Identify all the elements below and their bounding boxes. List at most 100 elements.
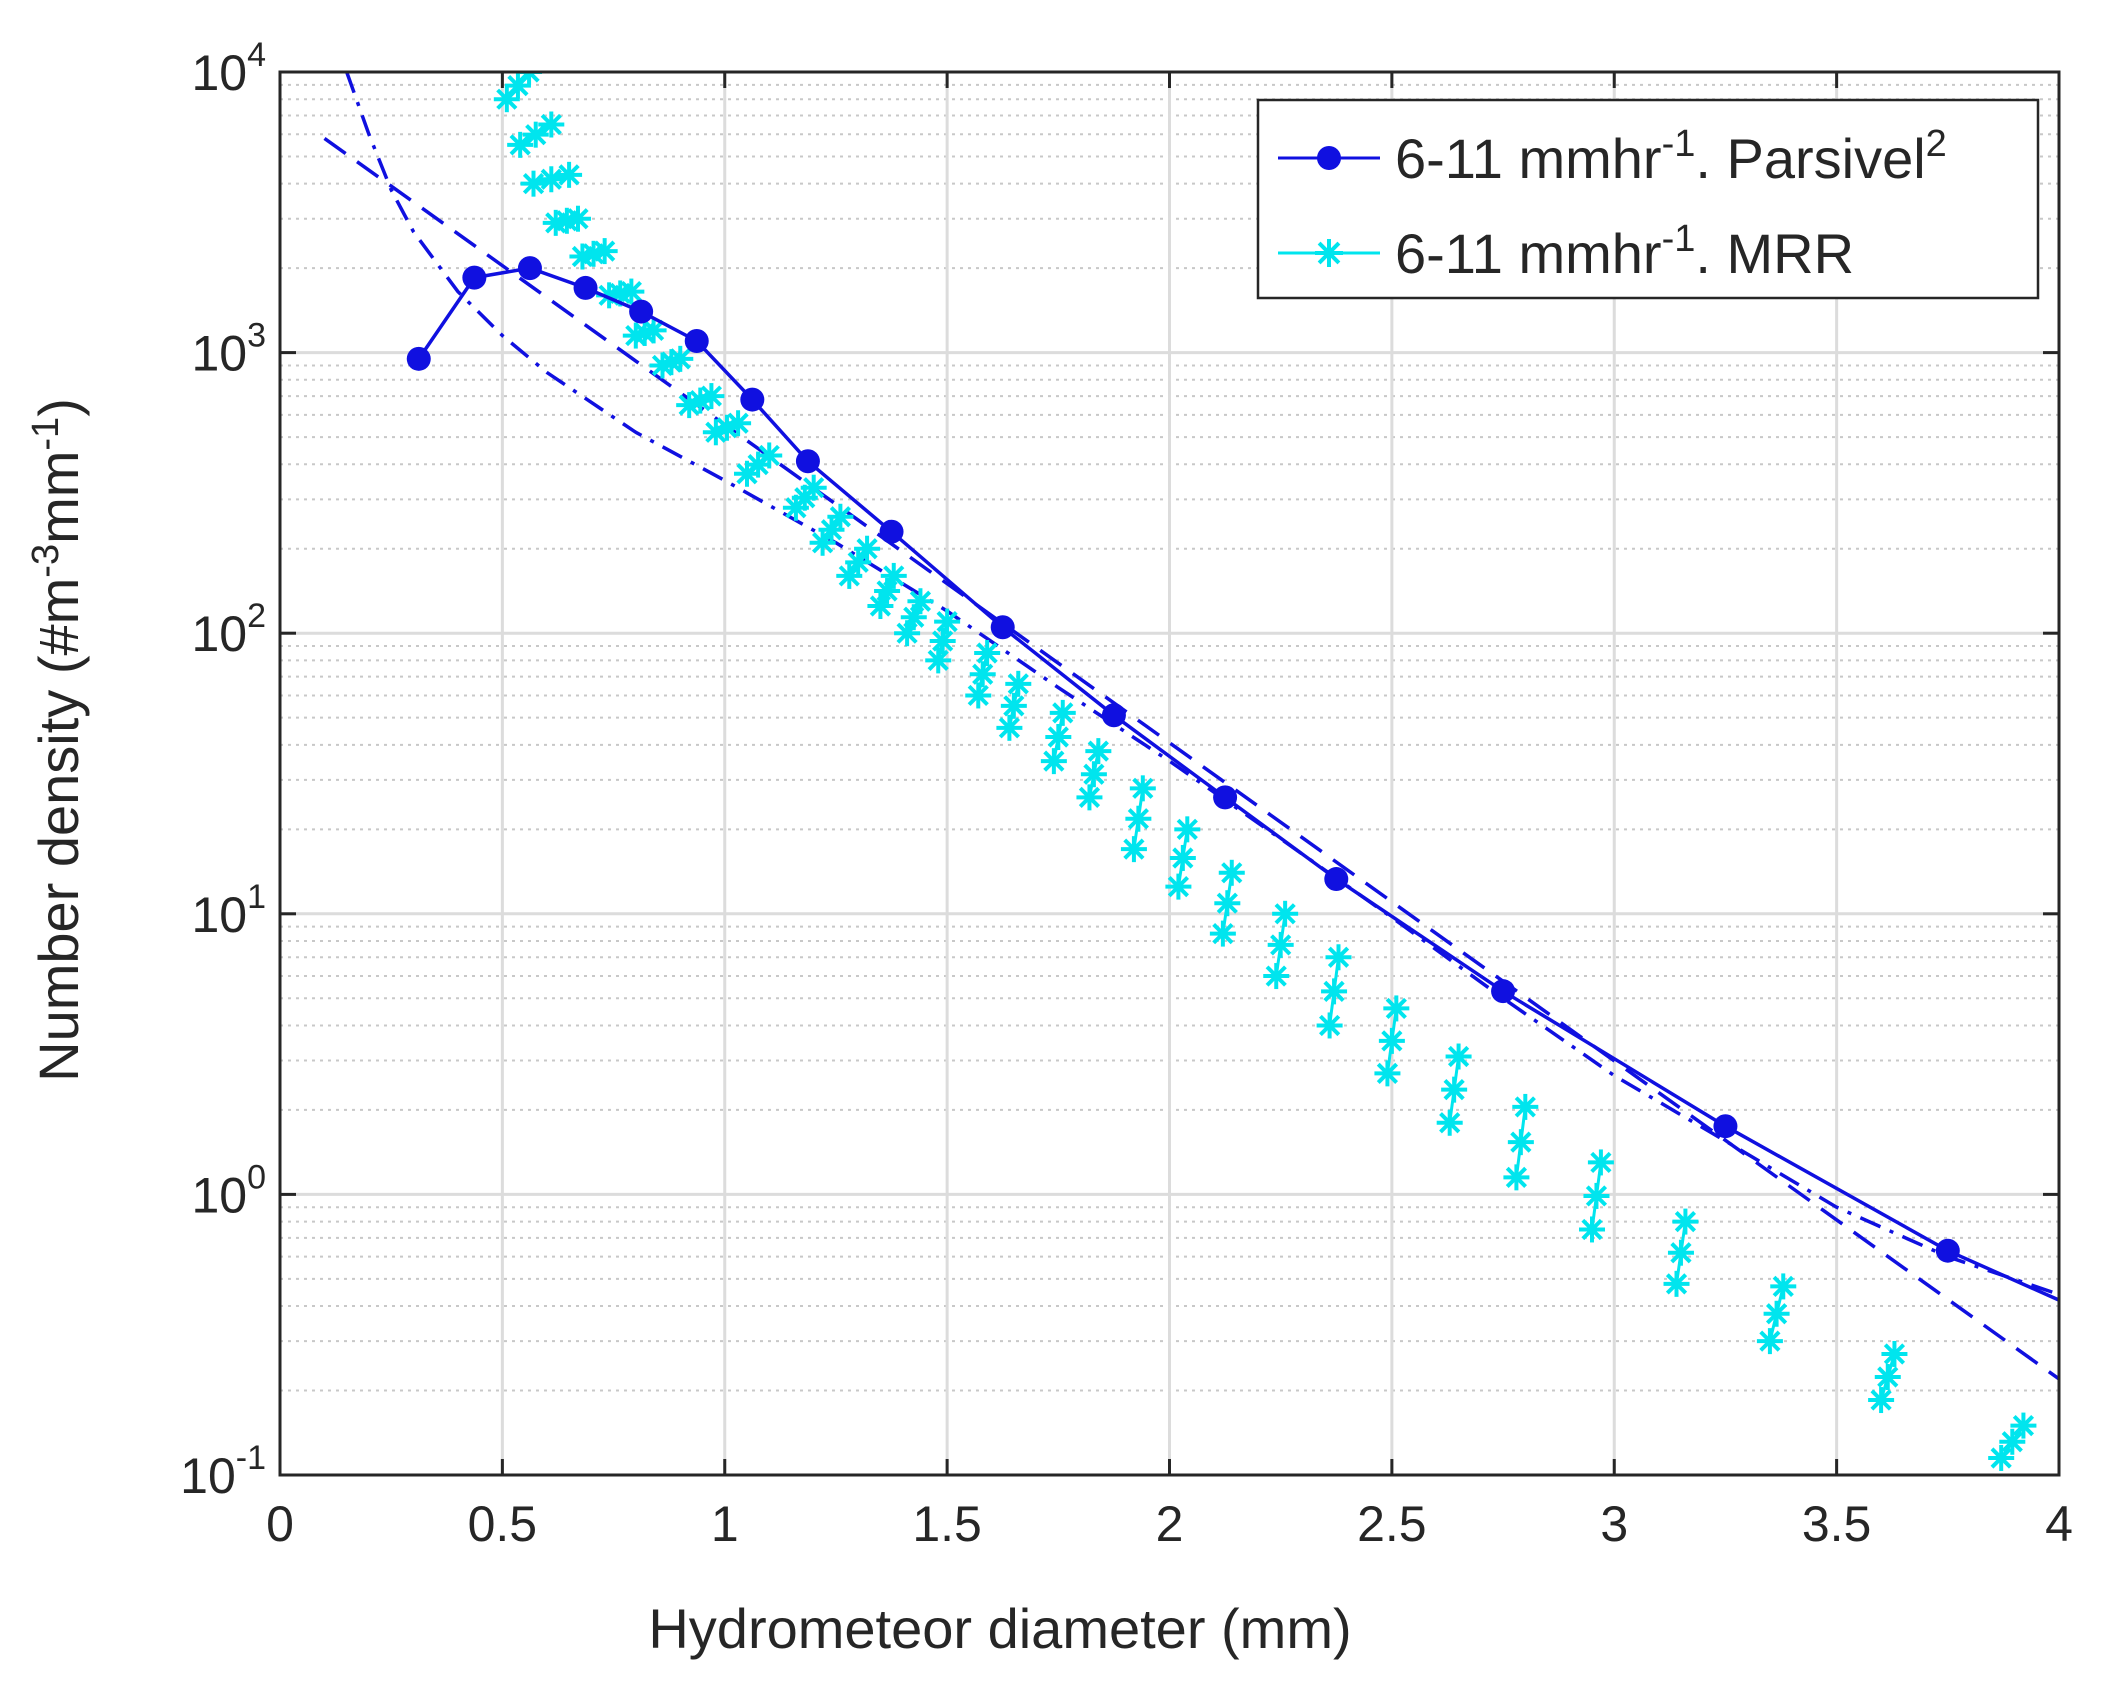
mrr-point: [974, 640, 1001, 667]
y-axis-label-exp1: -3: [25, 544, 67, 578]
series-layer: [323, 72, 2059, 1471]
mrr-point: [1080, 761, 1107, 788]
parsivel-point: [573, 275, 598, 300]
series-mrr: [493, 72, 2037, 1471]
asterisk-stroke: [998, 717, 1020, 739]
mrr-pair: [702, 410, 752, 446]
mrr-pair: [965, 640, 1001, 709]
parsivel-point: [879, 519, 904, 544]
mrr-point: [1000, 692, 1027, 719]
mrr-point: [996, 714, 1023, 741]
y-tick-label-exp: -1: [236, 1439, 266, 1477]
asterisk-stroke: [1376, 1062, 1399, 1084]
legend-mrr-suffix: . MRR: [1695, 222, 1854, 285]
mrr-pair: [836, 535, 881, 589]
plot-area: [323, 72, 2059, 1471]
mrr-point: [827, 503, 854, 530]
mrr-point: [1040, 748, 1067, 775]
asterisk-stroke: [932, 630, 954, 652]
asterisk-stroke: [758, 444, 780, 467]
mrr-point: [1441, 1076, 1468, 1103]
legend-asterisk-glyph: [1315, 239, 1343, 267]
mrr-point: [1263, 963, 1290, 990]
asterisk-stroke: [1007, 673, 1029, 695]
asterisk-stroke: [856, 538, 878, 560]
y-tick-label-base: 10: [191, 1167, 247, 1223]
x-axis-label: Hydrometeor diameter (mm): [648, 1597, 1351, 1660]
mrr-point: [1045, 724, 1072, 751]
mrr-pair: [1503, 1093, 1539, 1191]
asterisk-stroke: [1212, 922, 1234, 945]
parsivel-point: [517, 256, 542, 281]
mrr-point: [1881, 1340, 1908, 1367]
asterisk-stroke: [2001, 1431, 2023, 1453]
asterisk-stroke: [509, 134, 531, 156]
asterisk-stroke: [1877, 1366, 1899, 1388]
asterisk-stroke: [1127, 808, 1149, 830]
series-parsivel: [406, 256, 2059, 1302]
mrr-point: [1756, 1328, 1783, 1355]
mrr-pair: [1040, 699, 1076, 775]
mrr-point: [925, 647, 952, 674]
mrr-pair: [996, 670, 1032, 741]
asterisk-stroke: [1043, 750, 1065, 772]
mrr-point: [1267, 931, 1294, 958]
legend-marker-parsivel: [1317, 146, 1341, 170]
asterisk-stroke: [1132, 777, 1154, 799]
mrr-pair: [1988, 1412, 2037, 1471]
y-tick-label-base: 10: [191, 45, 247, 101]
mrr-point: [1672, 1208, 1699, 1235]
x-tick-label: 3.5: [1802, 1496, 1872, 1552]
asterisk-stroke: [1172, 847, 1194, 869]
legend-parsivel-suffix-exp: 2: [1926, 123, 1947, 165]
mrr-point: [522, 121, 549, 148]
y-axis-label-base: Number density (#m: [27, 578, 90, 1082]
asterisk-stroke: [1590, 1151, 1612, 1174]
asterisk-stroke: [803, 477, 825, 499]
asterisk-stroke: [1270, 934, 1292, 956]
asterisk-stroke: [1870, 1389, 1892, 1411]
asterisk-stroke: [811, 532, 834, 554]
mrr-point: [640, 317, 667, 344]
mrr-point: [1383, 995, 1410, 1022]
parsivel-point: [795, 449, 820, 474]
mrr-pair: [1868, 1340, 1908, 1414]
asterisk-stroke: [1443, 1079, 1465, 1101]
legend-parsivel-exp: -1: [1662, 123, 1696, 165]
mrr-pair: [569, 238, 618, 270]
legend-parsivel-text: 6-11 mmhr: [1395, 127, 1662, 190]
mrr-point: [520, 170, 547, 197]
mrr-pair: [520, 161, 583, 197]
asterisk-stroke: [1047, 726, 1069, 748]
y-tick-label-exp: 4: [247, 36, 266, 74]
mrr-point: [756, 442, 783, 469]
legend-box: [1256, 98, 2040, 300]
asterisk-stroke: [1385, 997, 1407, 1020]
mrr-point: [1085, 738, 1112, 765]
mrr-point: [507, 131, 534, 158]
asterisk-stroke: [1759, 1330, 1781, 1352]
mrr-point: [1209, 920, 1236, 947]
asterisk-stroke: [1505, 1166, 1528, 1188]
mrr-pair: [1756, 1273, 1797, 1355]
asterisk-stroke: [847, 551, 869, 573]
y-tick-label-base: 10: [191, 606, 247, 662]
legend-entry-parsivel: 6-11 mmhr-1. Parsivel2: [1278, 123, 1947, 190]
y-axis-label-mid: mm: [27, 451, 90, 544]
legend-parsivel-suffix: . Parsivel: [1695, 127, 1925, 190]
asterisk-stroke: [820, 519, 843, 541]
mrr-pair: [733, 442, 783, 487]
parsivel-point: [1324, 867, 1349, 892]
mrr-point: [1445, 1043, 1472, 1070]
y-tick-label: 101: [191, 878, 266, 943]
mrr-point: [1125, 805, 1152, 832]
legend-entry-mrr: 6-11 mmhr-1. MRR: [1278, 218, 1854, 285]
series-line-fit_dashed: [323, 136, 2059, 1381]
mrr-pair: [596, 278, 645, 309]
asterisk-stroke: [1765, 1303, 1788, 1325]
asterisk-stroke: [1087, 740, 1109, 762]
mrr-point: [556, 161, 583, 188]
mrr-point: [800, 474, 827, 501]
asterisk-stroke: [558, 164, 580, 186]
y-tick-label-exp: 0: [247, 1158, 266, 1196]
